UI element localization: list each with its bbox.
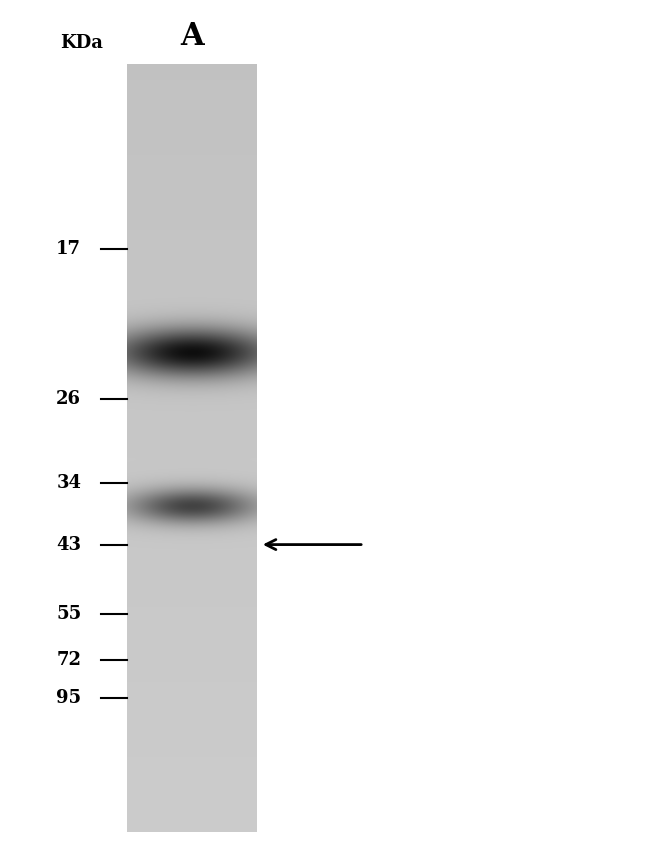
Text: 43: 43 xyxy=(57,536,81,554)
Text: KDa: KDa xyxy=(60,34,103,52)
Text: 34: 34 xyxy=(57,474,81,492)
Text: 17: 17 xyxy=(57,240,81,258)
Text: 95: 95 xyxy=(56,689,81,707)
Text: 26: 26 xyxy=(57,390,81,407)
Text: 72: 72 xyxy=(57,650,81,668)
Text: A: A xyxy=(180,21,203,52)
Text: 55: 55 xyxy=(56,604,81,623)
